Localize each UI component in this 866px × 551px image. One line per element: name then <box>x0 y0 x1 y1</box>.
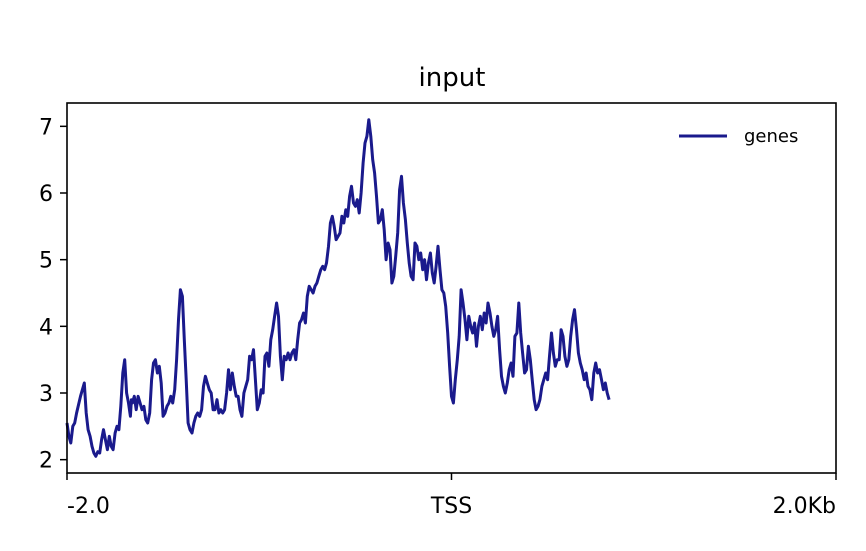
x-tick-label: TSS <box>430 494 472 519</box>
series-line-genes <box>65 118 611 458</box>
x-axis: -2.0 TSS 2.0Kb <box>66 473 837 519</box>
y-tick-label: 3 <box>39 382 53 407</box>
plot-frame <box>66 102 837 474</box>
y-tick-label: 6 <box>39 182 53 207</box>
plot-lines <box>65 118 611 458</box>
chart-title: input <box>419 63 486 93</box>
x-tick-label: -2.0 <box>67 494 110 519</box>
legend-label: genes <box>744 126 798 147</box>
y-tick-label: 7 <box>39 115 53 140</box>
y-tick-label: 5 <box>39 249 53 274</box>
y-tick-label: 2 <box>39 449 53 474</box>
y-axis: 2 3 4 5 6 7 <box>39 115 67 474</box>
legend: genes <box>679 126 798 147</box>
y-tick-label: 4 <box>39 315 53 340</box>
x-tick-label: 2.0Kb <box>773 494 836 519</box>
